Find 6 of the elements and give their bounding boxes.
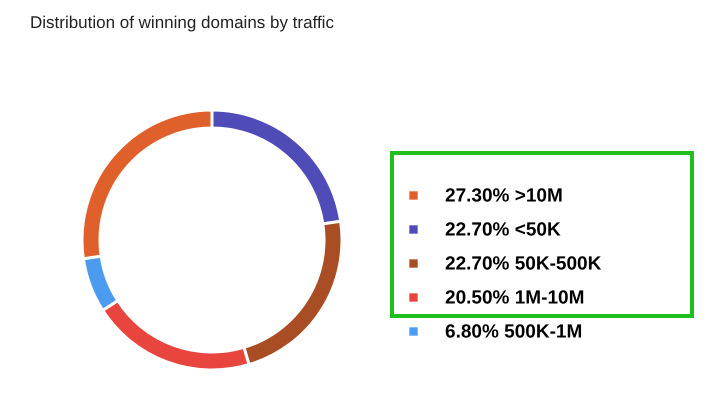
chart-title: Distribution of winning domains by traffic [30,13,334,32]
legend-label: 20.50% 1M-10M [445,288,584,308]
legend-label: 22.70% <50K [445,220,561,240]
legend-label: 22.70% 50K-500K [445,254,602,274]
legend-label: 6.80% 500K-1M [445,322,582,342]
legend-label: 27.30% >10M [445,186,563,206]
